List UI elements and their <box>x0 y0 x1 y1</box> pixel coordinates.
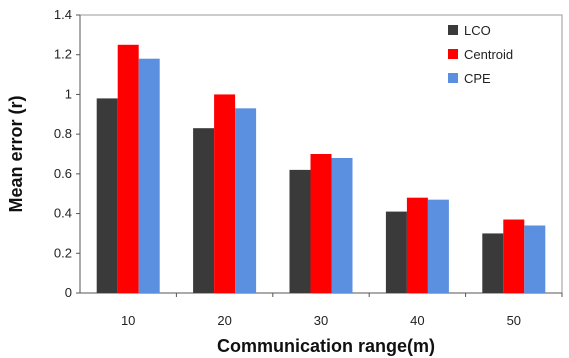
x-tick-label: 50 <box>507 313 521 328</box>
x-axis-title: Communication range(m) <box>217 336 435 356</box>
bar-centroid-30 <box>310 154 332 293</box>
legend-label-lco: LCO <box>464 23 491 38</box>
bar-cpe-10 <box>138 58 160 293</box>
legend: LCO Centroid CPE <box>448 23 513 86</box>
legend-swatch-cpe <box>448 73 458 83</box>
y-tick-label: 0.6 <box>54 166 72 181</box>
bar-lco-20 <box>193 128 215 293</box>
x-tick-label: 10 <box>121 313 135 328</box>
y-axis-title: Mean error (r) <box>6 95 26 212</box>
y-tick-label: 0.2 <box>54 245 72 260</box>
bar-lco-10 <box>96 98 118 294</box>
bar-centroid-10 <box>117 44 139 294</box>
legend-label-cpe: CPE <box>464 71 491 86</box>
bar-lco-40 <box>385 211 407 293</box>
bar-cpe-50 <box>524 225 546 293</box>
y-tick-label: 0 <box>65 285 72 300</box>
y-tick-label: 0.4 <box>54 206 72 221</box>
y-tick-label: 1 <box>65 86 72 101</box>
bars <box>96 44 546 294</box>
bar-lco-30 <box>289 169 311 293</box>
x-tick-label: 40 <box>410 313 424 328</box>
bar-centroid-50 <box>503 219 525 293</box>
x-tick-labels: 10 20 30 40 50 <box>121 293 563 328</box>
y-tick-label: 1.2 <box>54 47 72 62</box>
y-tick-label: 1.4 <box>54 7 72 22</box>
legend-label-centroid: Centroid <box>464 47 513 62</box>
bar-centroid-20 <box>214 94 236 293</box>
bar-lco-50 <box>482 233 504 293</box>
x-tick-label: 30 <box>314 313 328 328</box>
bar-cpe-40 <box>427 199 449 293</box>
y-tick-labels: 0 0.2 0.4 0.6 0.8 1 1.2 1.4 <box>54 7 80 300</box>
bar-cpe-20 <box>235 108 257 293</box>
bar-centroid-40 <box>406 197 428 293</box>
legend-swatch-centroid <box>448 49 458 59</box>
y-tick-label: 0.8 <box>54 126 72 141</box>
legend-swatch-lco <box>448 25 458 35</box>
x-tick-label: 20 <box>217 313 231 328</box>
bar-cpe-30 <box>331 157 353 293</box>
